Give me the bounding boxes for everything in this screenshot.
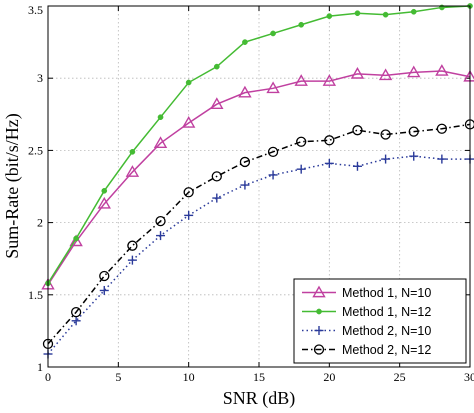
legend-item: Method 1, N=10 (302, 285, 431, 300)
data-point (242, 39, 248, 45)
legend-label: Method 1, N=10 (342, 286, 431, 300)
data-point (69, 234, 83, 247)
data-point (436, 123, 448, 134)
data-point (354, 10, 361, 17)
data-point (296, 164, 306, 174)
data-point (382, 11, 389, 18)
x-tick-label: 15 (253, 370, 265, 384)
tick-labels: 0 5 10 15 20 25 30 1 1.5 2 2.5 3 3.5 (28, 3, 474, 384)
x-tick-label: 20 (323, 370, 335, 384)
data-point (210, 97, 224, 110)
y-tick-label: 1 (37, 360, 43, 374)
x-tick-label: 5 (115, 370, 121, 384)
data-point (267, 146, 279, 157)
grid-lines (48, 6, 470, 367)
data-point (324, 158, 334, 168)
data-point (212, 193, 222, 203)
data-point (101, 187, 108, 194)
data-point (435, 64, 449, 76)
data-point (181, 116, 196, 128)
data-point (183, 187, 194, 198)
x-axis-label: SNR (dB) (223, 388, 296, 409)
data-point (409, 151, 419, 161)
x-tick-label: 30 (464, 370, 474, 384)
data-point (378, 68, 393, 81)
data-point (73, 235, 79, 242)
legend-item: Method 2, N=10 (302, 324, 431, 338)
plot-frame (47, 5, 471, 368)
legend-label: Method 1, N=12 (342, 305, 431, 319)
data-point (238, 85, 252, 98)
x-tick-label: 10 (183, 370, 195, 384)
y-tick-label: 3.5 (28, 3, 43, 17)
data-point (71, 316, 81, 326)
data-point (129, 148, 136, 155)
data-point (155, 216, 166, 227)
data-point (352, 161, 362, 171)
data-point (97, 196, 111, 209)
data-point (70, 306, 82, 318)
data-point (296, 136, 307, 147)
series-line (47, 123, 471, 345)
y-tick-label: 3 (37, 71, 43, 85)
data-point (268, 170, 278, 180)
data-point (312, 285, 326, 298)
series-line (47, 70, 471, 286)
data-point (326, 13, 333, 19)
data-point (316, 308, 322, 315)
data-point (408, 126, 419, 137)
x-tick-label: 25 (394, 370, 406, 384)
data-point (157, 114, 164, 121)
data-point (127, 255, 137, 265)
legend-item: Method 1, N=12 (302, 305, 431, 319)
data-point (125, 165, 140, 177)
data-point (298, 21, 305, 28)
legend: Method 1, N=10 Method 1, N=12 Method 2, N=… (293, 278, 467, 364)
legend-label: Method 2, N=10 (342, 324, 431, 338)
data-point (350, 66, 365, 79)
data-point (380, 129, 391, 140)
data-point (99, 270, 110, 282)
data-point (156, 231, 166, 241)
data-point (266, 81, 280, 94)
data-point (153, 136, 168, 149)
data-point (184, 210, 194, 220)
data-point (99, 285, 109, 295)
y-tick-label: 2.5 (28, 143, 43, 157)
series (42, 119, 474, 350)
y-axis-label: Sum-Rate (bit/s/Hz) (2, 113, 23, 258)
data-point (127, 240, 138, 251)
legend-label: Method 2, N=12 (342, 343, 431, 357)
data-point (239, 156, 251, 168)
y-tick-label: 2 (37, 216, 43, 230)
data-point (314, 326, 324, 335)
data-point (313, 344, 325, 355)
data-point (407, 65, 421, 78)
data-point (213, 63, 220, 70)
series-group (41, 3, 474, 359)
x-tick-label: 0 (45, 370, 51, 384)
data-point (211, 171, 222, 182)
data-point (410, 8, 417, 15)
data-point (437, 154, 447, 164)
data-point (185, 79, 192, 86)
legend-item: Method 2, N=12 (302, 343, 431, 357)
data-point (240, 180, 250, 190)
data-point (294, 74, 308, 86)
series-line (47, 5, 471, 284)
data-point (270, 30, 276, 37)
y-tick-label: 1.5 (28, 288, 43, 302)
data-point (324, 135, 335, 146)
data-point (352, 125, 363, 136)
data-point (322, 74, 337, 86)
data-point (381, 154, 391, 164)
